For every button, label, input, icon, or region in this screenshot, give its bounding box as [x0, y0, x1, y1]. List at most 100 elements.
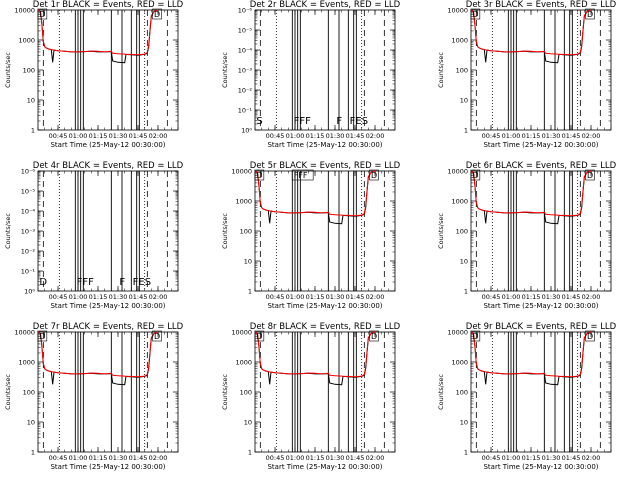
x-tick-label: 01:15 — [522, 454, 541, 462]
y-axis-label: Counts/sec — [4, 374, 12, 410]
x-tick-label: 01:15 — [306, 132, 325, 140]
x-tick-label: 02:00 — [582, 293, 601, 301]
x-tick-label: 01:15 — [89, 132, 108, 140]
x-tick-label: 02:00 — [582, 454, 601, 462]
x-axis-label: Start Time (25-May-12 00:30:00) — [50, 463, 165, 471]
y-tick-label: 10000 — [447, 168, 468, 176]
x-axis-label: Start Time (25-May-12 00:30:00) — [483, 141, 598, 149]
chart-title: Det 3r BLACK = Events, RED = LLD — [466, 0, 617, 10]
annotation-box — [291, 169, 314, 181]
x-tick-label: 02:00 — [582, 132, 601, 140]
annotation-box — [37, 8, 48, 20]
y-tick-label: 10⁻⁴ — [21, 208, 36, 216]
x-tick-label: 00:45 — [266, 454, 285, 462]
chart-panel: Det 9r BLACK = Events, RED = LLD Counts/s… — [437, 322, 617, 471]
annotation-label: FFF — [77, 277, 95, 288]
x-tick-label: 00:45 — [49, 293, 68, 301]
y-tick-label: 1000 — [18, 359, 35, 367]
x-axis-label: Start Time (25-May-12 00:30:00) — [483, 463, 598, 471]
y-tick-label: 10⁻⁴ — [238, 47, 253, 55]
y-tick-label: 1000 — [235, 359, 252, 367]
annotation-label: D — [154, 10, 160, 19]
x-tick-label: 01:45 — [346, 132, 365, 140]
y-axis-label: Counts/sec — [221, 52, 229, 88]
x-tick-label: 01:45 — [562, 293, 581, 301]
annotation-label: D — [371, 171, 377, 180]
x-tick-label: 01:45 — [562, 132, 581, 140]
annotation-box — [254, 169, 265, 181]
y-tick-label: 10⁻¹ — [238, 107, 253, 115]
x-tick-label: 01:45 — [129, 132, 148, 140]
y-tick-label: 1 — [31, 127, 35, 135]
annotation-label: D — [154, 332, 160, 341]
y-tick-label: 10 — [27, 419, 35, 427]
x-tick-label: 01:15 — [89, 293, 108, 301]
chart-panel: Det 3r BLACK = Events, RED = LLD Counts/s… — [437, 0, 617, 149]
annotation-label: D — [371, 332, 377, 341]
y-tick-label: 10⁰ — [241, 127, 252, 135]
y-tick-label: 100 — [456, 389, 468, 397]
x-axis-label: Start Time (25-May-12 00:30:00) — [483, 302, 598, 310]
x-tick-label: 00:45 — [49, 454, 68, 462]
lld-series-line — [37, 9, 159, 56]
y-tick-label: 1000 — [451, 359, 468, 367]
x-tick-label: 00:45 — [482, 293, 501, 301]
y-axis-label: Counts/sec — [437, 213, 445, 249]
x-tick-label: 01:30 — [109, 454, 128, 462]
x-tick-label: 01:30 — [326, 293, 345, 301]
y-tick-label: 10000 — [14, 329, 35, 337]
annotation-box — [470, 330, 481, 342]
annotation-label: D — [39, 332, 45, 341]
x-tick-label: 01:00 — [286, 454, 305, 462]
x-tick-label: 01:30 — [542, 132, 561, 140]
chart-title: Det 9r BLACK = Events, RED = LLD — [466, 322, 617, 332]
x-tick-label: 01:15 — [306, 454, 325, 462]
x-tick-label: 02:00 — [149, 132, 168, 140]
x-tick-label: 02:00 — [366, 132, 385, 140]
annotation-label: D — [472, 10, 478, 19]
x-tick-label: 01:00 — [502, 132, 521, 140]
annotation-label: F — [119, 277, 125, 288]
annotation-box — [369, 330, 379, 342]
annotation-label: FES — [133, 277, 151, 288]
y-tick-label: 10⁰ — [24, 288, 35, 296]
chart-panel: Det 7r BLACK = Events, RED = LLD Counts/s… — [4, 322, 184, 471]
annotation-label: S — [256, 116, 262, 127]
chart-panel: Det 2r BLACK = Events, RED = LLD Counts/s… — [221, 0, 401, 149]
y-tick-label: 1 — [464, 127, 468, 135]
y-tick-label: 10 — [244, 258, 252, 266]
y-tick-label: 10 — [27, 97, 35, 105]
chart-title: Det 4r BLACK = Events, RED = LLD — [33, 161, 184, 171]
y-axis-label: Counts/sec — [221, 213, 229, 249]
chart-title: Det 2r BLACK = Events, RED = LLD — [250, 0, 401, 10]
y-tick-label: 1 — [31, 449, 35, 457]
annotation-label: D — [39, 10, 45, 19]
y-tick-label: 100 — [240, 228, 252, 236]
chart-panel: Det 6r BLACK = Events, RED = LLD Counts/s… — [437, 161, 617, 310]
y-axis-label: Counts/sec — [221, 374, 229, 410]
annotation-label: FFF — [294, 171, 308, 180]
x-axis-label: Start Time (25-May-12 00:30:00) — [50, 302, 165, 310]
y-axis-label: Counts/sec — [4, 52, 12, 88]
annotation-box — [585, 8, 595, 20]
y-tick-label: 1 — [248, 449, 252, 457]
y-tick-label: 10 — [460, 97, 468, 105]
x-tick-label: 01:00 — [502, 454, 521, 462]
annotation-label: D — [587, 332, 593, 341]
x-tick-label: 01:45 — [346, 293, 365, 301]
y-tick-label: 1 — [248, 288, 252, 296]
y-tick-label: 1000 — [235, 198, 252, 206]
x-tick-label: 00:45 — [266, 132, 285, 140]
x-tick-label: 01:30 — [542, 293, 561, 301]
x-axis-label: Start Time (25-May-12 00:30:00) — [267, 141, 382, 149]
annotation-box — [254, 330, 265, 342]
y-tick-label: 10000 — [447, 7, 468, 15]
annotation-label: FES — [350, 116, 368, 127]
annotation-label: D — [587, 10, 593, 19]
chart-title: Det 8r BLACK = Events, RED = LLD — [250, 322, 401, 332]
y-tick-label: 10⁻⁶ — [238, 7, 253, 15]
y-tick-label: 10⁻¹ — [21, 268, 36, 276]
x-tick-label: 01:00 — [286, 132, 305, 140]
annotation-label: D — [39, 277, 47, 288]
y-tick-label: 10000 — [231, 329, 252, 337]
